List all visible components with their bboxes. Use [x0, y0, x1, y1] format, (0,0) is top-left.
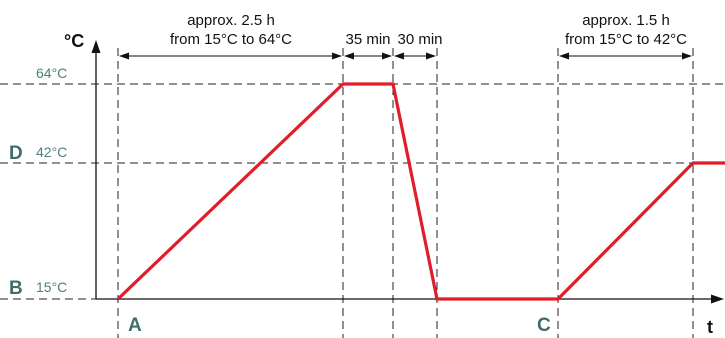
hold-duration-label: 35 min: [345, 31, 390, 48]
level-label-64c: 64°C: [36, 65, 67, 81]
temperature-profile-line: [116, 82, 725, 301]
y-axis-arrow-icon: [91, 40, 101, 53]
cool-duration-dimension: [394, 52, 436, 60]
point-label-a: A: [128, 315, 142, 336]
level-label-15c: 15°C: [36, 279, 67, 295]
x-axis-unit: t: [707, 317, 713, 337]
x-axis-arrow-icon: [711, 294, 724, 304]
heat-range-label: from 15°C to 64°C: [170, 31, 292, 48]
reheat-duration-dimension: [559, 52, 692, 60]
heat-duration-dimension: [119, 52, 342, 60]
heat-duration-label: approx. 2.5 h: [187, 12, 275, 29]
cool-duration-label: 30 min: [397, 31, 442, 48]
reheat-range-label: from 15°C to 42°C: [565, 31, 687, 48]
level-letter-d: D: [9, 143, 23, 164]
y-axis-unit: °C: [64, 31, 84, 51]
hold-duration-dimension: [344, 52, 392, 60]
level-label-42c: 42°C: [36, 144, 67, 160]
level-letter-b: B: [9, 278, 23, 299]
reheat-duration-label: approx. 1.5 h: [582, 12, 670, 29]
point-label-c: C: [537, 315, 551, 336]
